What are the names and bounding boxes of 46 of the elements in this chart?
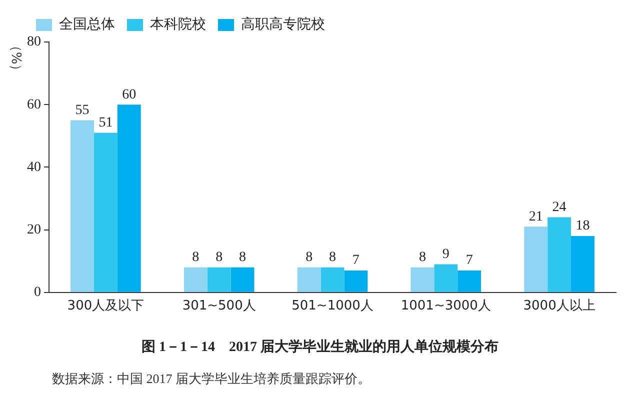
data-label: 8 xyxy=(329,250,336,266)
y-axis-title: （%） xyxy=(7,38,24,78)
data-label: 7 xyxy=(466,253,473,268)
data-label: 8 xyxy=(418,250,426,266)
data-label: 8 xyxy=(192,250,200,266)
data-label: 8 xyxy=(216,250,223,266)
bar xyxy=(230,267,254,292)
legend-label: 高职高专院校 xyxy=(241,16,325,33)
bar xyxy=(297,267,321,292)
bar xyxy=(94,132,118,292)
y-tick-label: 60 xyxy=(27,97,41,112)
data-label: 51 xyxy=(98,115,113,130)
x-tick-label: 501~1000人 xyxy=(292,298,374,314)
bar xyxy=(410,267,434,292)
data-label: 60 xyxy=(122,87,136,102)
bar xyxy=(548,217,572,292)
bar xyxy=(117,104,141,292)
data-label: 8 xyxy=(306,250,313,266)
source-note: 数据来源：中国 2017 届大学毕业生培养质量跟踪评价。 xyxy=(52,370,370,388)
data-label: 21 xyxy=(528,209,543,224)
data-label: 9 xyxy=(442,246,450,262)
bar xyxy=(70,120,94,292)
legend-label: 本科院校 xyxy=(150,16,206,33)
data-label: 8 xyxy=(239,250,246,266)
y-tick-label: 0 xyxy=(34,285,41,300)
bar xyxy=(207,267,231,292)
bar xyxy=(458,270,482,292)
text: 图 1－1－14 2017 届大学毕业生就业的用人单位规模分布 xyxy=(140,338,500,356)
bar xyxy=(434,264,458,292)
bar xyxy=(344,270,368,292)
data-label: 7 xyxy=(352,253,360,268)
y-tick-label: 80 xyxy=(27,34,41,50)
bar xyxy=(320,267,344,292)
x-tick-label: 300人及以下 xyxy=(67,298,144,314)
x-tick-label: 301~500人 xyxy=(182,298,256,314)
x-tick-label: 1001~3000人 xyxy=(400,298,491,314)
data-label: 24 xyxy=(552,200,566,215)
bar xyxy=(184,267,208,292)
y-tick-label: 20 xyxy=(27,222,41,238)
legend-label: 全国总体 xyxy=(59,16,115,33)
data-label: 18 xyxy=(576,218,590,234)
data-label: 55 xyxy=(75,102,90,118)
x-tick-label: 3000人以上 xyxy=(523,298,596,314)
y-tick-label: 40 xyxy=(27,160,41,175)
bar xyxy=(524,226,548,292)
bar xyxy=(571,236,594,292)
